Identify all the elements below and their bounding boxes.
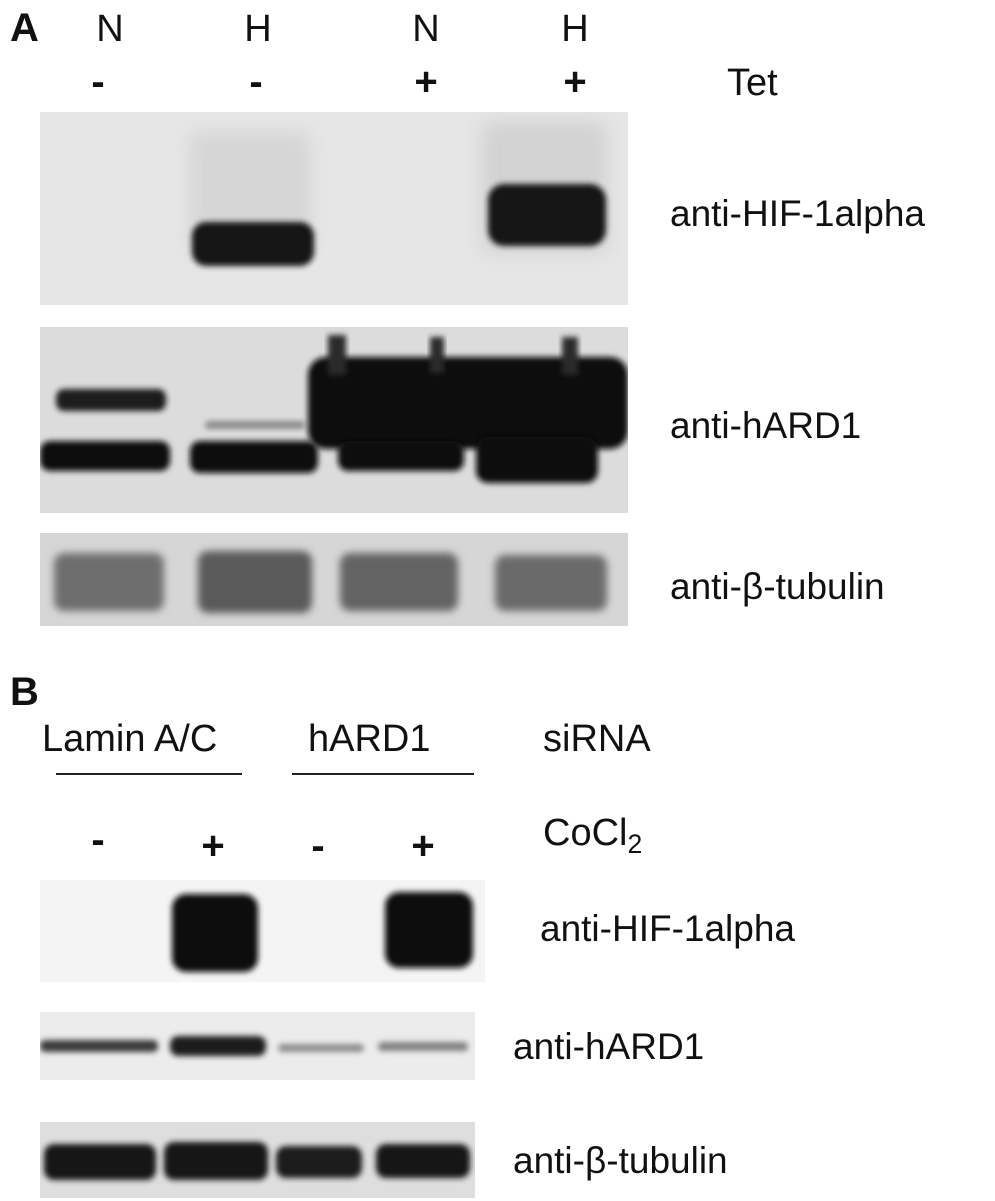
panel-b-letter: B bbox=[10, 670, 39, 714]
antibody-label-a-tubulin: anti-β-tubulin bbox=[670, 566, 885, 607]
sirna-label: siRNA bbox=[543, 718, 651, 760]
cocl2-label-main: CoCl bbox=[543, 812, 628, 854]
cocl2-label-subscript: 2 bbox=[627, 828, 643, 859]
panel-a-letter: A bbox=[10, 6, 39, 50]
tet-sign-a4: + bbox=[563, 60, 587, 104]
antibody-label-b-hard1: anti-hARD1 bbox=[513, 1026, 705, 1067]
blot-a-hif1alpha bbox=[40, 112, 628, 305]
antibody-label-b-hif1alpha: anti-HIF-1alpha bbox=[540, 908, 796, 949]
cocl2-label: CoCl2 bbox=[543, 814, 642, 858]
lane-label-a1: N bbox=[96, 8, 124, 50]
lane-label-a3: N bbox=[412, 8, 440, 50]
cocl2-sign-b4: + bbox=[411, 824, 435, 868]
cocl2-sign-b3: - bbox=[311, 824, 325, 868]
group-underline-hard1 bbox=[292, 773, 474, 775]
antibody-label-a-hard1: anti-hARD1 bbox=[670, 405, 862, 446]
lane-label-a2: H bbox=[244, 8, 272, 50]
tet-sign-a3: + bbox=[414, 60, 438, 104]
sirna-group-lamin: Lamin A/C bbox=[42, 718, 218, 760]
blot-a-tubulin bbox=[40, 533, 628, 626]
blot-b-hif1alpha bbox=[40, 880, 485, 982]
sirna-group-hard1: hARD1 bbox=[308, 718, 431, 760]
cocl2-sign-b1: - bbox=[91, 818, 105, 862]
blot-b-hard1 bbox=[40, 1012, 475, 1080]
tet-sign-a1: - bbox=[91, 60, 105, 104]
blot-b-tubulin bbox=[40, 1122, 475, 1198]
blot-a-hard1 bbox=[40, 327, 628, 513]
antibody-label-b-tubulin: anti-β-tubulin bbox=[513, 1140, 728, 1181]
tet-label: Tet bbox=[727, 62, 778, 104]
antibody-label-a-hif1alpha: anti-HIF-1alpha bbox=[670, 193, 926, 234]
group-underline-lamin bbox=[56, 773, 242, 775]
lane-label-a4: H bbox=[561, 8, 589, 50]
tet-sign-a2: - bbox=[249, 60, 263, 104]
cocl2-sign-b2: + bbox=[201, 824, 225, 868]
